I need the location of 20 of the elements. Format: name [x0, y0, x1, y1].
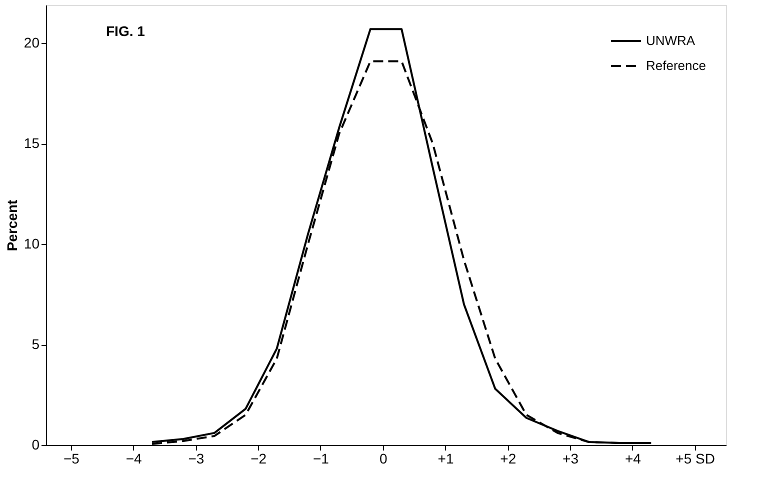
legend-label: Reference [646, 58, 706, 73]
y-tick-label: 10 [24, 236, 40, 252]
x-tick-label: −1 [313, 450, 330, 466]
y-tick-label: 20 [24, 34, 40, 51]
annotation: FIG. 1 [106, 23, 146, 39]
y-tick-label: 0 [32, 436, 40, 452]
x-tick-label: −5 [63, 450, 80, 466]
x-tick-label: +2 [500, 450, 516, 466]
y-axis-title: Percent [4, 199, 20, 252]
x-tick-label: +4 [624, 450, 642, 466]
y-tick-label: 5 [32, 336, 40, 352]
y-tick-label: 15 [24, 135, 40, 152]
x-tick-label: +1 [438, 450, 454, 466]
x-tick-label: −3 [188, 450, 204, 466]
x-tick-label: −2 [250, 450, 267, 466]
x-tick-label: +3 [562, 450, 579, 466]
x-tick-label: −4 [126, 450, 142, 466]
x-tick-label: 0 [379, 450, 388, 466]
x-tick-label: +5 SD [676, 450, 715, 466]
legend-label: UNWRA [646, 33, 696, 48]
